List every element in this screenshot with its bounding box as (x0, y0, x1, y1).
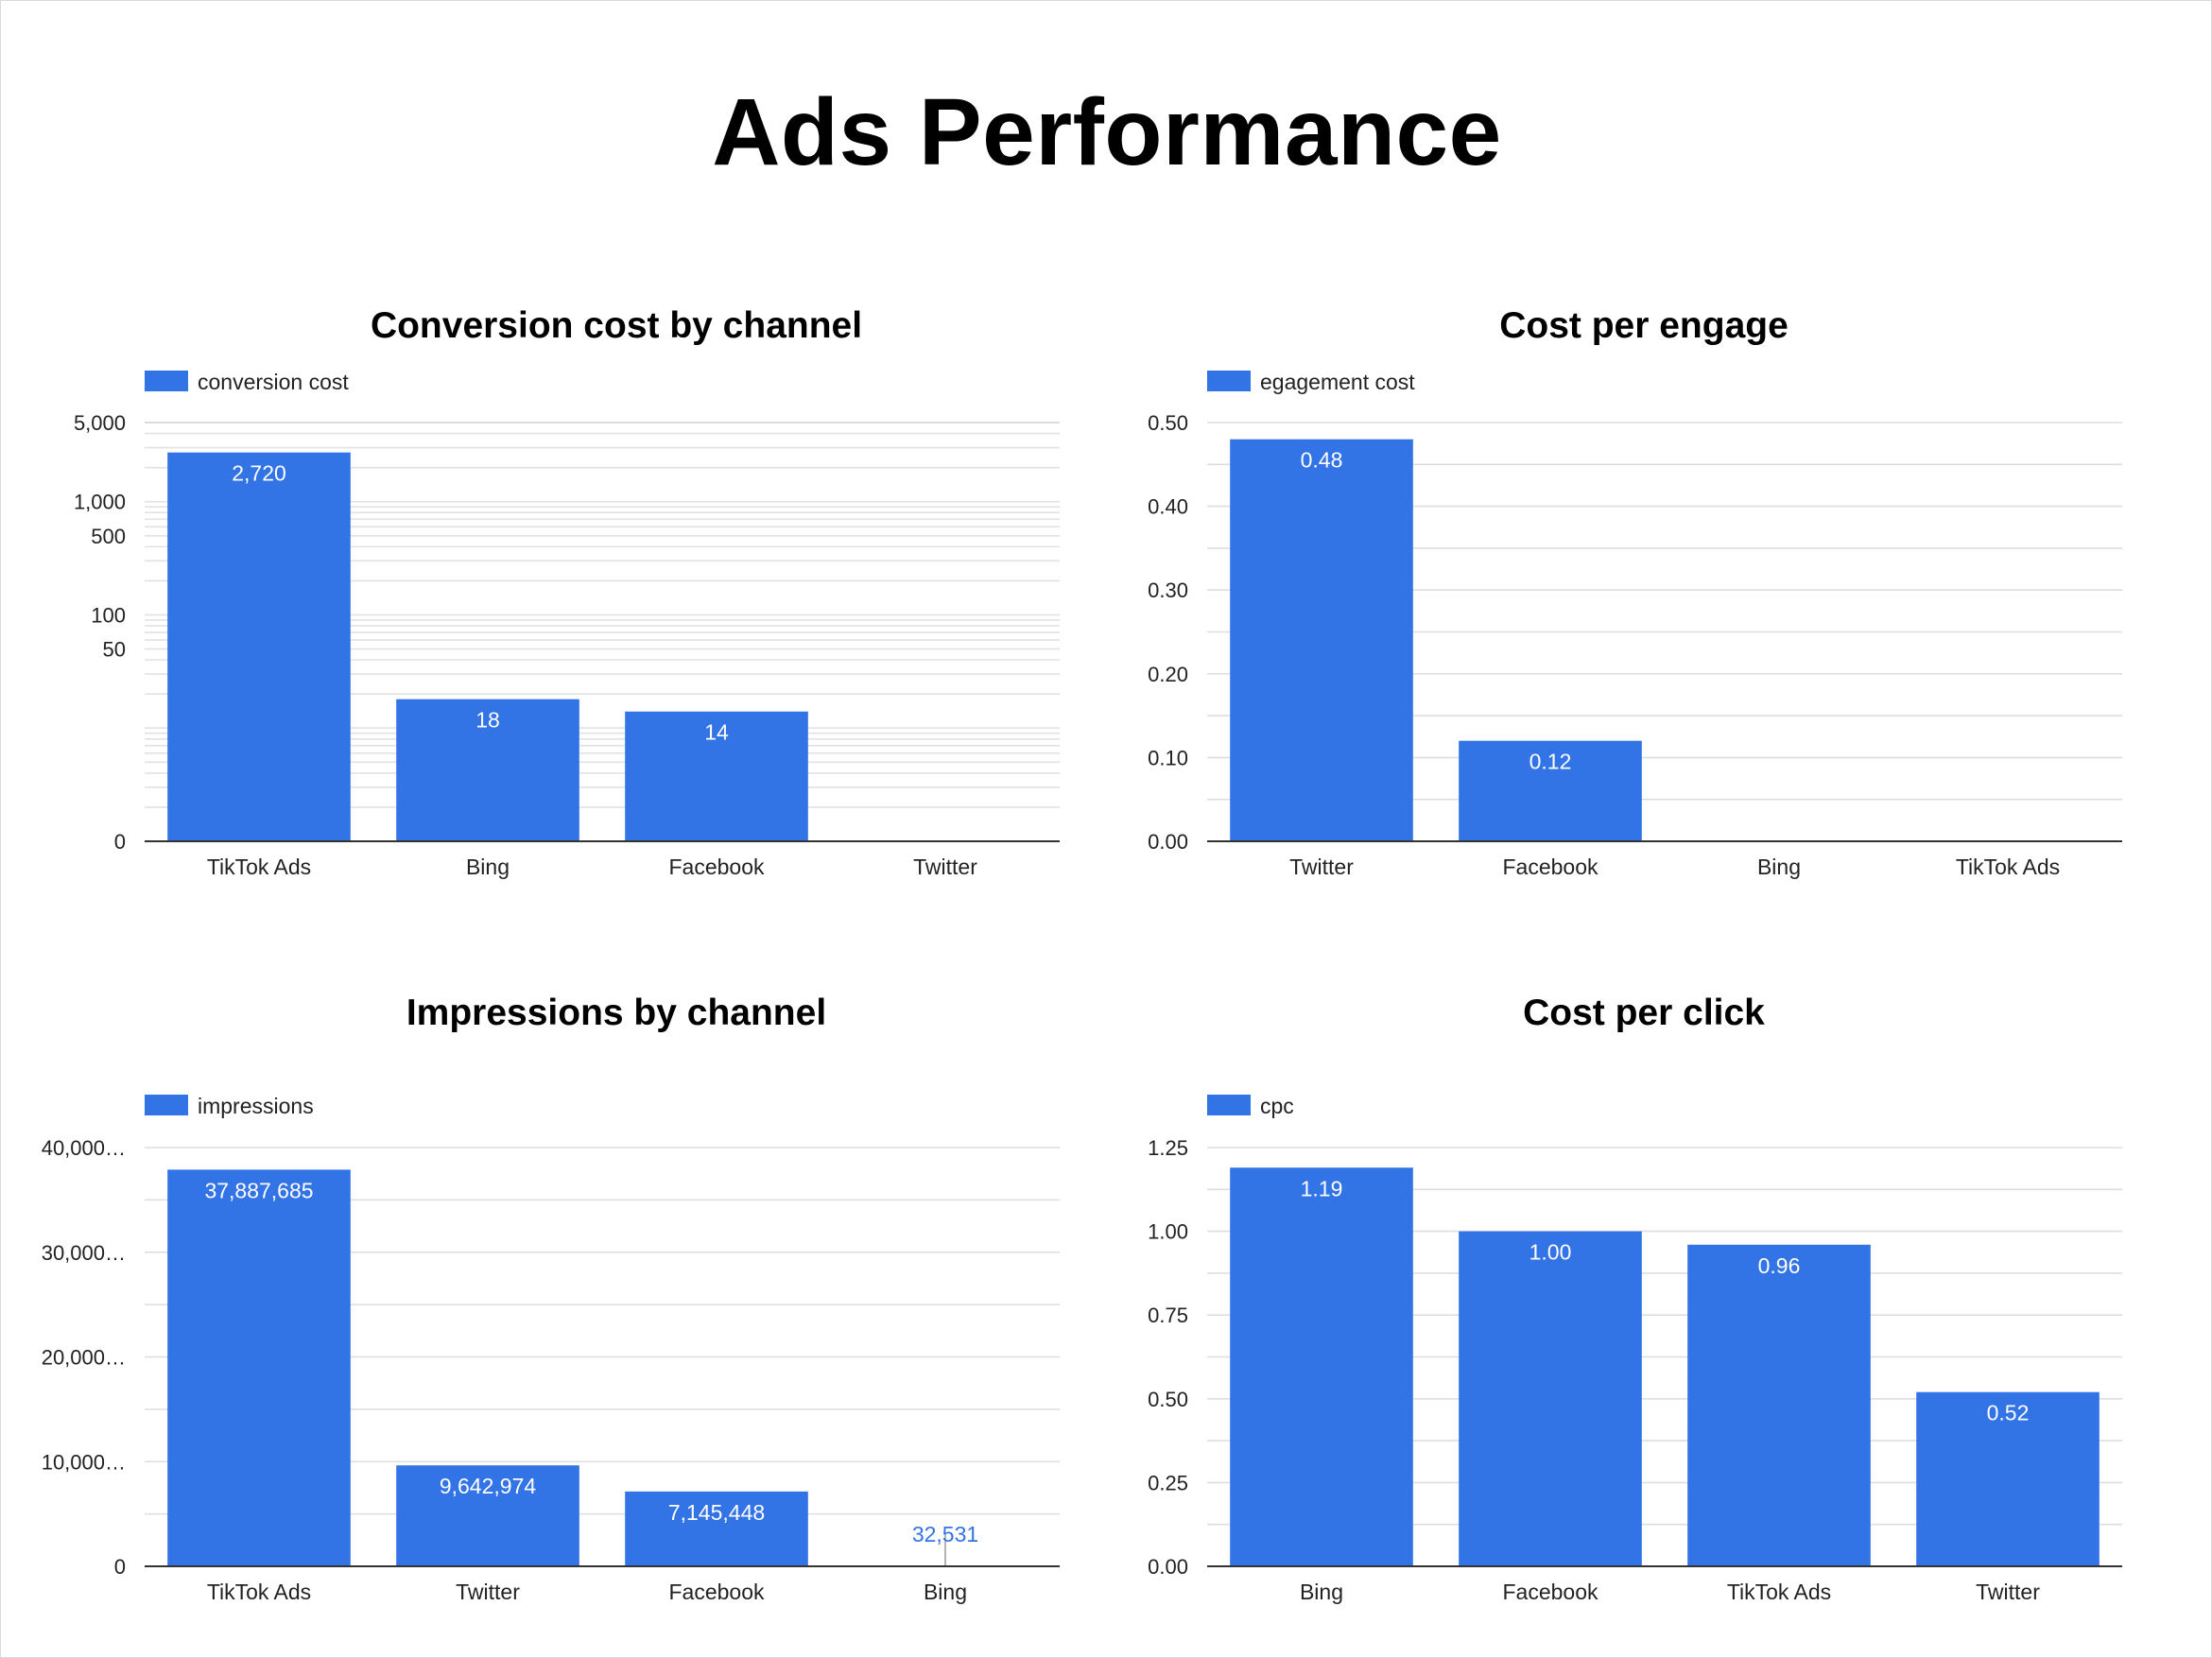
legend-swatch (1207, 1095, 1251, 1115)
x-tick-label: Bing (466, 855, 510, 879)
y-tick-label: 0.10 (1148, 746, 1188, 769)
bar-facebook (625, 1491, 808, 1566)
x-tick-label: Twitter (913, 855, 977, 879)
y-tick-label: 500 (91, 525, 126, 548)
data-label-facebook: 1.00 (1529, 1240, 1572, 1265)
data-label-twitter: 0.48 (1301, 448, 1343, 473)
data-label-tiktok-ads: 0.96 (1758, 1253, 1801, 1278)
data-label-tiktok-ads: 37,887,685 (204, 1178, 313, 1202)
y-tick-label: 0.00 (1148, 1555, 1188, 1579)
chart-title: Conversion cost by channel (371, 305, 862, 346)
legend-label: cpc (1260, 1094, 1294, 1118)
data-label-facebook: 0.12 (1529, 750, 1572, 774)
data-label-bing: 18 (475, 708, 500, 733)
cost-per-click-chart: Cost per click cpc 0.00 0.25 0.50 0.75 1.00 1.2… (1148, 993, 2122, 1604)
bar-bing (396, 699, 579, 841)
y-tick-label: 0.30 (1148, 579, 1188, 602)
data-label-bing: 32,531 (912, 1522, 978, 1546)
data-label-twitter: 9,642,974 (440, 1474, 537, 1498)
x-tick-label: TikTok Ads (207, 855, 311, 879)
y-tick-label: 1,000 (74, 491, 126, 514)
chart-title: Cost per click (1523, 993, 1765, 1033)
impressions-chart: Impressions by channel impressions 0 10,000… (42, 993, 1060, 1604)
x-tick-label: Facebook (1502, 1580, 1599, 1604)
data-label-twitter: 0.52 (1987, 1401, 2030, 1425)
data-label-bing: 1.19 (1301, 1176, 1343, 1200)
y-tick-label: 0.00 (1148, 830, 1188, 854)
y-tick-label: 0.40 (1148, 495, 1188, 519)
conversion-cost-chart: Conversion cost by channel conversion cos… (74, 305, 1060, 879)
x-tick-label: Bing (1757, 855, 1801, 879)
y-tick-label: 5,000 (74, 411, 126, 435)
chart-title: Impressions by channel (406, 993, 826, 1033)
y-tick-label: 20,000… (42, 1346, 126, 1370)
y-tick-label: 1.25 (1148, 1136, 1188, 1160)
chart-title: Cost per engage (1499, 305, 1789, 346)
legend-label: impressions (198, 1094, 314, 1118)
y-tick-label: 1.00 (1148, 1220, 1188, 1244)
x-tick-label: Bing (1300, 1580, 1343, 1604)
x-tick-label: Facebook (668, 855, 765, 879)
bar-twitter (396, 1465, 579, 1566)
x-tick-label: Twitter (1289, 855, 1354, 879)
data-label-tiktok-ads: 2,720 (232, 461, 286, 486)
legend-swatch (1207, 371, 1251, 391)
bar-tiktok-ads (1687, 1244, 1871, 1566)
x-tick-label: TikTok Ads (1956, 855, 2060, 879)
bar-twitter (1230, 439, 1413, 841)
bar-twitter (1916, 1391, 2100, 1566)
x-tick-label: Twitter (1976, 1580, 2040, 1604)
y-tick-label: 50 (103, 638, 126, 662)
legend-label: egagement cost (1260, 370, 1415, 394)
legend-swatch (145, 371, 188, 391)
y-tick-label: 0 (114, 830, 126, 854)
y-tick-label: 0.50 (1148, 411, 1188, 435)
y-tick-label: 40,000… (42, 1136, 126, 1160)
y-tick-label: 30,000… (42, 1241, 126, 1265)
y-tick-label: 0.50 (1148, 1388, 1188, 1411)
y-tick-label: 0.75 (1148, 1304, 1188, 1327)
x-tick-label: Facebook (668, 1580, 765, 1604)
legend-label: conversion cost (198, 370, 349, 394)
y-tick-label: 0 (114, 1555, 126, 1579)
page-title: Ads Performance (712, 79, 1502, 185)
bar-tiktok-ads (167, 1169, 351, 1566)
bar-facebook (625, 711, 808, 841)
y-tick-label: 0.20 (1148, 663, 1188, 686)
y-tick-label: 0.25 (1148, 1471, 1188, 1494)
bar-tiktok-ads (167, 452, 351, 841)
y-tick-label: 100 (91, 603, 126, 627)
bar-facebook (1459, 740, 1642, 841)
x-tick-label: Bing (924, 1580, 967, 1604)
x-tick-label: Twitter (456, 1580, 520, 1604)
x-tick-label: TikTok Ads (207, 1580, 311, 1604)
data-label-facebook: 7,145,448 (668, 1500, 765, 1525)
x-tick-label: TikTok Ads (1727, 1580, 1831, 1604)
cost-per-engage-chart: Cost per engage egagement cost 0.00 0.10 0.2… (1148, 305, 2122, 879)
legend-swatch (145, 1095, 188, 1115)
bar-facebook (1459, 1231, 1642, 1566)
data-label-facebook: 14 (704, 720, 729, 745)
bar-bing (1230, 1167, 1413, 1566)
y-tick-label: 10,000… (42, 1450, 126, 1474)
x-tick-label: Facebook (1502, 855, 1599, 879)
